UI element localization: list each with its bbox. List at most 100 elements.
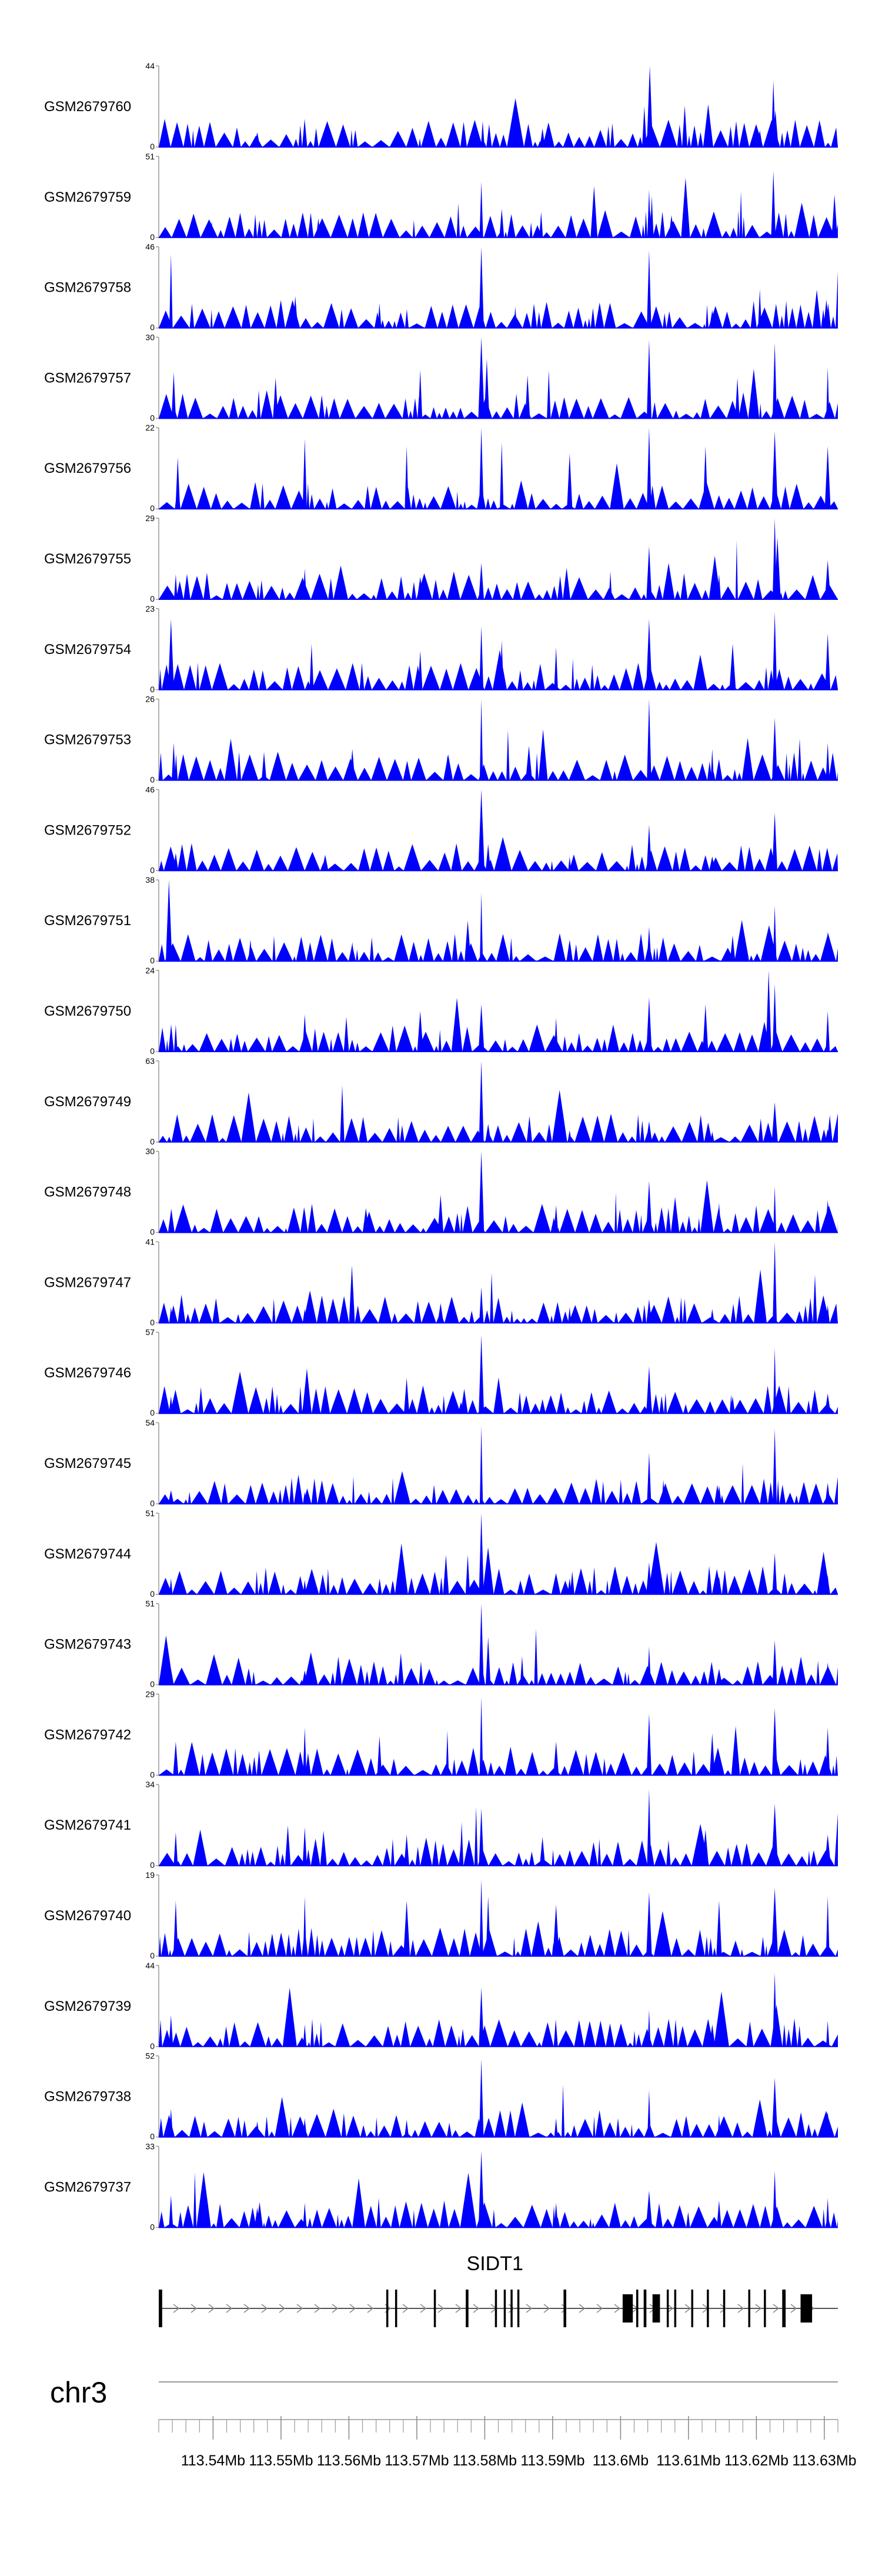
exon: [674, 2290, 677, 2327]
track-ymin-label: 0: [150, 1046, 155, 1056]
coverage-peak: [717, 2200, 721, 2228]
coverage-peak: [479, 246, 484, 328]
strand-arrow: [667, 2304, 674, 2313]
coverage-peak: [478, 789, 485, 871]
strand-arrow: [367, 2304, 374, 2313]
coverage-peak: [774, 538, 781, 599]
coverage-peak: [730, 935, 736, 962]
coverage-peak: [771, 1102, 778, 1142]
coverage-peak: [669, 215, 674, 238]
coverage-peak: [404, 2120, 409, 2137]
strand-arrow: [173, 2304, 180, 2313]
track-label: GSM2679750: [44, 1003, 131, 1019]
track-ymin-label: 0: [150, 1499, 155, 1508]
coverage-peak: [302, 439, 307, 509]
track-label: GSM2679748: [44, 1184, 131, 1200]
track-ymin-label: 0: [150, 1770, 155, 1779]
track-ymin-label: 0: [150, 1227, 155, 1237]
exon: [622, 2294, 633, 2323]
coverage-peak: [826, 1896, 830, 1956]
coverage-peak: [478, 337, 485, 419]
coverage-peak: [302, 1309, 307, 1323]
coverage-peak: [825, 2112, 831, 2137]
coverage-peak: [824, 853, 831, 871]
strand-arrow: [596, 2304, 603, 2313]
strand-arrow: [349, 2304, 356, 2313]
coverage-peak: [303, 1580, 307, 1594]
coverage-peak: [716, 1486, 722, 1504]
track-GSM2679751: GSM2679751 38 0: [44, 875, 838, 965]
track-GSM2679756: GSM2679756 22 0: [44, 423, 838, 513]
coverage-peak: [302, 1130, 308, 1142]
coverage-peak: [180, 1213, 185, 1233]
coverage-peak: [302, 1670, 308, 1685]
track-GSM2679759: GSM2679759 51 0: [44, 152, 838, 242]
strand-arrow: [561, 2304, 568, 2313]
strand-arrow: [296, 2304, 303, 2313]
coverage-peak: [773, 2171, 777, 2228]
coverage-peak: [403, 2028, 410, 2047]
coverage-peak: [254, 132, 260, 147]
coverage-peak: [168, 1490, 174, 1504]
coverage-peak: [716, 1900, 722, 1956]
coverage-peak: [646, 1121, 652, 1142]
chromosome-label: chr3: [50, 2376, 107, 2409]
exon: [666, 2290, 669, 2327]
coverage-peak: [647, 1789, 652, 1866]
coverage-peak: [650, 196, 654, 238]
track-ymin-label: 0: [150, 594, 155, 603]
coverage-peak: [479, 1287, 484, 1323]
coverage-peak: [826, 2020, 830, 2047]
track-GSM2679754: GSM2679754 23 0: [44, 604, 838, 694]
track-ymax-label: 34: [145, 1780, 155, 1789]
coverage-peak: [717, 2115, 721, 2137]
strand-arrow: [455, 2304, 462, 2313]
track-label: GSM2679738: [44, 2089, 131, 2105]
axis-tick-label: 113.56Mb: [317, 2452, 381, 2469]
track-label: GSM2679744: [44, 1546, 131, 1562]
coverage-peak: [479, 563, 484, 599]
axis-tick-label: 113.61Mb: [656, 2452, 720, 2469]
coverage-peak: [826, 1727, 830, 1776]
coverage-peak: [709, 856, 716, 871]
coverage-peak: [513, 306, 517, 328]
coverage-peak: [168, 1669, 174, 1685]
coverage-peak: [646, 66, 653, 147]
coverage-peak: [479, 1697, 483, 1776]
coverage-peak: [418, 369, 423, 419]
coverage-peak: [646, 1366, 652, 1414]
track-ymin-label: 0: [150, 1408, 155, 1417]
exon: [643, 2290, 647, 2327]
gene-name: SIDT1: [467, 2253, 523, 2275]
coverage-area: [159, 2172, 838, 2228]
coverage-peak: [390, 1581, 396, 1594]
exon: [723, 2290, 726, 2327]
track-label: GSM2679759: [44, 189, 131, 205]
coverage-peak: [772, 718, 777, 780]
track-ymax-label: 29: [145, 513, 155, 523]
track-ymax-label: 24: [145, 966, 155, 975]
coverage-peak: [646, 1181, 652, 1233]
track-ymin-label: 0: [150, 2222, 155, 2231]
coverage-peak: [479, 699, 483, 780]
strand-arrow: [279, 2304, 286, 2313]
coverage-peak: [771, 171, 776, 238]
coverage-area: [159, 729, 838, 780]
coverage-peak: [172, 742, 176, 780]
coverage-peak: [539, 212, 543, 238]
coverage-peak: [303, 2203, 307, 2228]
coverage-peak: [499, 209, 505, 238]
coverage-peak: [773, 1347, 777, 1414]
coverage-peak: [703, 1004, 709, 1052]
coverage-area: [159, 1807, 838, 1866]
strand-arrow: [226, 2304, 233, 2313]
coverage-peak: [554, 647, 558, 690]
coverage-peak: [772, 984, 777, 1052]
axis-tick-label: 113.57Mb: [385, 2452, 449, 2469]
coverage-peak: [500, 442, 504, 509]
coverage-peak: [825, 1200, 831, 1233]
strand-arrow: [314, 2304, 321, 2313]
coverage-peak: [826, 931, 830, 962]
coverage-peak: [479, 182, 483, 238]
